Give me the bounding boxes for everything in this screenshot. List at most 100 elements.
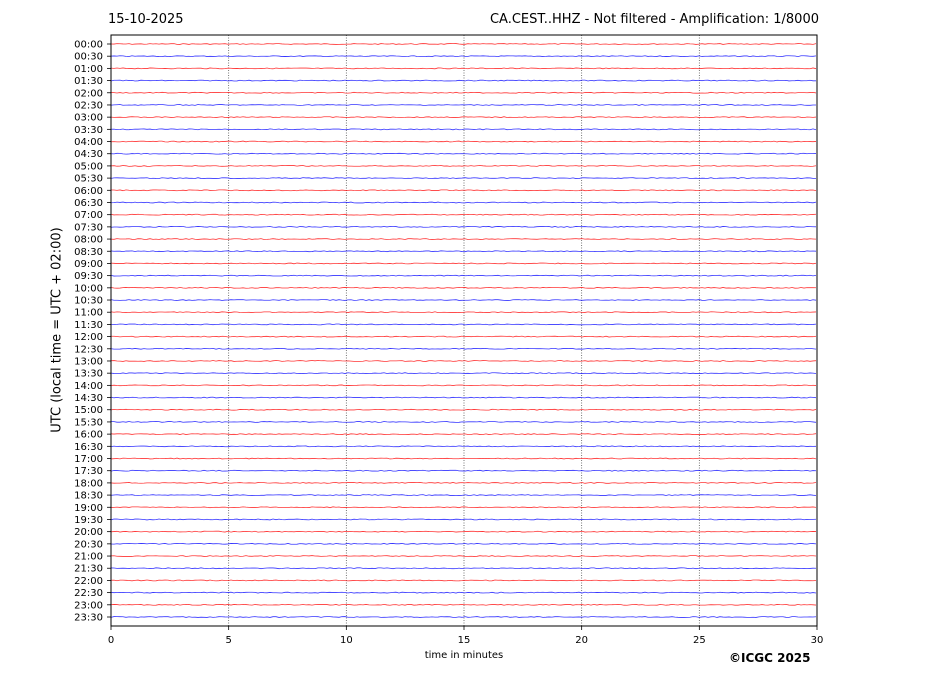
trace-0530	[110, 177, 817, 179]
trace-2030	[110, 543, 817, 545]
y-tick-label: 06:00	[74, 186, 103, 197]
trace-1730	[110, 469, 817, 472]
y-tick-label: 00:30	[74, 52, 103, 63]
trace-1900	[110, 506, 817, 509]
trace-2230	[110, 591, 817, 594]
trace-1400	[110, 384, 817, 387]
y-tick-label: 15:00	[74, 405, 103, 416]
trace-0930	[110, 274, 817, 277]
trace-1330	[110, 372, 817, 375]
trace-0130	[110, 79, 816, 82]
y-tick-label: 06:30	[74, 198, 103, 209]
trace-2330	[110, 616, 817, 618]
y-tick-label: 13:00	[74, 356, 103, 367]
y-tick-label: 11:30	[74, 320, 103, 331]
y-tick-label: 02:00	[74, 88, 103, 99]
trace-1830	[110, 494, 817, 496]
y-tick-label: 09:30	[74, 271, 103, 282]
trace-0630	[110, 201, 817, 204]
trace-1800	[110, 482, 817, 484]
y-tick-label: 18:00	[74, 478, 103, 489]
x-tick-label: 30	[811, 635, 824, 646]
chart-title: CA.CEST..HHZ - Not filtered - Amplificat…	[489, 12, 819, 27]
trace-0800	[110, 238, 817, 240]
trace-0830	[110, 250, 817, 253]
trace-1100	[110, 311, 817, 314]
trace-1500	[110, 408, 817, 411]
trace-1700	[110, 457, 817, 460]
y-tick-label: 03:00	[74, 113, 103, 124]
trace-2000	[110, 530, 817, 533]
x-tick-label: 5	[225, 635, 231, 646]
trace-0230	[110, 104, 817, 106]
y-tick-label: 16:00	[74, 430, 103, 441]
y-tick-label: 21:00	[74, 552, 103, 563]
chart-date: 15-10-2025	[108, 12, 184, 27]
trace-0700	[110, 213, 817, 216]
y-tick-label: 03:30	[74, 125, 103, 136]
trace-2130	[110, 567, 817, 570]
y-tick-label: 07:30	[74, 222, 103, 233]
trace-0330	[110, 128, 817, 131]
plot-frame	[110, 34, 818, 627]
y-tick-label: 08:00	[74, 235, 103, 246]
y-tick-label: 13:30	[74, 369, 103, 380]
y-tick-label: 17:30	[74, 466, 103, 477]
trace-1430	[110, 396, 817, 399]
trace-1230	[110, 347, 817, 350]
y-tick-label: 10:00	[74, 283, 103, 294]
trace-1030	[110, 299, 817, 301]
trace-0730	[110, 226, 817, 228]
y-tick-label: 17:00	[74, 454, 103, 465]
trace-0400	[110, 140, 817, 143]
x-tick-label: 10	[340, 635, 353, 646]
y-tick-label: 20:30	[74, 539, 103, 550]
y-tick-label: 16:30	[74, 442, 103, 453]
trace-1300	[110, 360, 817, 362]
trace-1530	[110, 421, 817, 423]
trace-2100	[110, 555, 817, 557]
y-tick-label: 12:00	[74, 332, 103, 343]
y-tick-label: 01:30	[74, 76, 103, 87]
y-tick-label: 18:30	[74, 491, 103, 502]
y-tick-label: 05:00	[74, 161, 103, 172]
x-tick-label: 15	[458, 635, 471, 646]
y-tick-label: 00:00	[74, 40, 103, 51]
y-tick-label: 09:00	[74, 259, 103, 270]
y-tick-label: 22:00	[74, 576, 103, 587]
y-tick-label: 04:00	[74, 137, 103, 148]
x-axis-label: time in minutes	[424, 650, 504, 661]
trace-0000	[110, 43, 817, 45]
trace-1630	[110, 445, 817, 448]
trace-1130	[110, 323, 817, 326]
y-tick-label: 11:00	[74, 308, 103, 319]
trace-0600	[110, 189, 817, 192]
y-tick-label: 10:30	[74, 296, 103, 307]
x-tick-label: 0	[108, 635, 114, 646]
trace-0100	[110, 67, 817, 70]
y-tick-label: 19:30	[74, 515, 103, 526]
y-tick-label: 21:30	[74, 564, 103, 575]
trace-0300	[110, 116, 817, 119]
trace-2200	[110, 579, 817, 582]
trace-0200	[110, 91, 817, 94]
trace-1600	[110, 433, 817, 435]
trace-2300	[110, 603, 817, 606]
y-tick-label: 14:00	[74, 381, 103, 392]
x-tick-label: 20	[575, 635, 588, 646]
y-tick-label: 12:30	[74, 344, 103, 355]
trace-0030	[110, 55, 817, 58]
y-tick-label: 15:30	[74, 417, 103, 428]
x-tick-label: 25	[693, 635, 706, 646]
y-tick-label: 05:30	[74, 174, 103, 185]
trace-1000	[110, 286, 817, 289]
y-tick-label: 23:30	[74, 613, 103, 624]
y-tick-label: 04:30	[74, 149, 103, 160]
y-tick-label: 07:00	[74, 210, 103, 221]
trace-1200	[110, 335, 817, 338]
y-tick-label: 20:00	[74, 527, 103, 538]
y-tick-label: 23:00	[74, 600, 103, 611]
y-tick-label: 01:00	[74, 64, 103, 75]
trace-1930	[110, 518, 817, 521]
